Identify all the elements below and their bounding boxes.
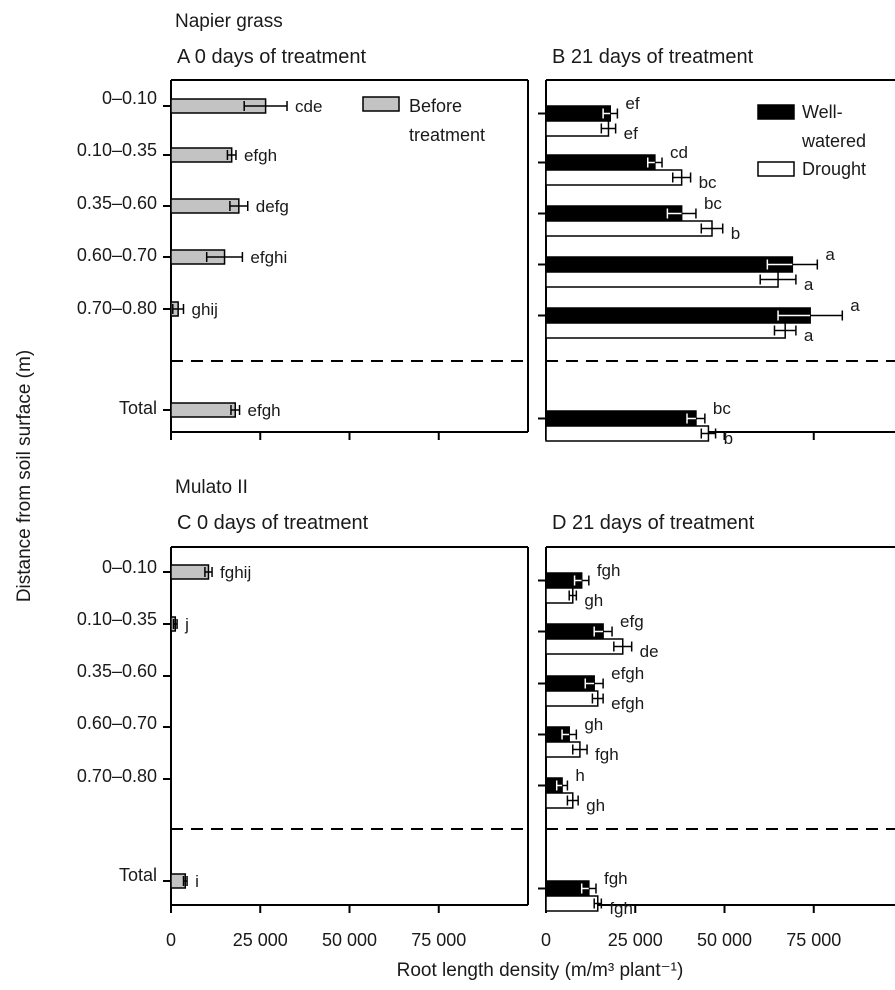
panel-title: D 21 days of treatment: [552, 512, 755, 534]
significance-letter: defg: [256, 197, 289, 216]
significance-letter: efgh: [244, 146, 277, 165]
legend-label: treatment: [409, 125, 485, 145]
species-label-mulato: Mulato II: [175, 477, 248, 498]
legend-swatch: [757, 104, 795, 120]
x-tick-label: 75 000: [786, 930, 841, 950]
panel-d: D 21 days of treatment 0 25 000 50 000 75 00…: [538, 512, 895, 950]
significance-letter: ghij: [191, 300, 217, 319]
bar-before-treatment: [170, 198, 240, 214]
significance-letter: bc: [713, 399, 731, 418]
y-axis-label: Distance from soil surface (m): [14, 350, 35, 602]
bar-drought: [545, 271, 779, 288]
y-tick-label: 0.35–0.60: [77, 193, 157, 213]
x-tick-label: 25 000: [608, 930, 663, 950]
significance-letter: ef: [625, 94, 639, 113]
x-tick-label: 50 000: [697, 930, 752, 950]
significance-letter: i: [195, 872, 199, 891]
y-tick-label: 0.70–0.80: [77, 766, 157, 786]
panel-title: C 0 days of treatment: [177, 512, 369, 534]
panels: A 0 days of treatment 0–0.10 0.10–0.35 0.35…: [77, 46, 895, 950]
panel-title: B 21 days of treatment: [552, 46, 754, 68]
significance-letter: h: [575, 766, 584, 785]
significance-letter: a: [804, 326, 814, 345]
y-tick-label: 0.60–0.70: [77, 245, 157, 265]
panel-a: A 0 days of treatment 0–0.10 0.10–0.35 0.35…: [77, 46, 529, 440]
bar-drought: [545, 638, 624, 655]
significance-letter: b: [731, 224, 740, 243]
y-tick-label: 0.35–0.60: [77, 661, 157, 681]
significance-letter: efgh: [248, 401, 281, 420]
panel-title: A 0 days of treatment: [177, 46, 366, 68]
bar-drought: [545, 425, 710, 442]
legend-swatch: [362, 96, 400, 112]
legend-label: Drought: [802, 159, 866, 179]
legend-label: Well-: [802, 102, 843, 122]
significance-letter: a: [850, 296, 860, 315]
significance-letter: fgh: [604, 869, 628, 888]
bar-drought: [545, 322, 786, 339]
significance-letter: fgh: [609, 899, 633, 918]
bar-well-watered: [545, 256, 794, 273]
panel-c: C 0 days of treatment 0 25 000 50 000 75 000…: [77, 512, 529, 950]
bar-drought: [545, 220, 713, 237]
significance-letter: ef: [624, 124, 638, 143]
x-tick-label: 50 000: [322, 930, 377, 950]
significance-letter: bc: [699, 173, 717, 192]
y-tick-label: 0.10–0.35: [77, 609, 157, 629]
significance-letter: gh: [584, 715, 603, 734]
bar-well-watered: [545, 205, 683, 222]
significance-letter: de: [640, 642, 659, 661]
significance-letter: fgh: [597, 561, 621, 580]
bar-drought: [545, 169, 683, 186]
y-tick-label: Total: [119, 398, 157, 418]
significance-letter: fghij: [220, 563, 251, 582]
significance-letter: efghi: [250, 248, 287, 267]
significance-letter: a: [804, 275, 814, 294]
x-tick-label: 25 000: [233, 930, 288, 950]
significance-letter: gh: [584, 591, 603, 610]
significance-letter: gh: [586, 796, 605, 815]
bar-well-watered: [545, 105, 612, 122]
legend-swatch: [757, 161, 795, 177]
species-label-napier: Napier grass: [175, 11, 283, 32]
y-tick-label: 0.70–0.80: [77, 298, 157, 318]
bar-drought: [545, 690, 599, 707]
significance-letter: a: [825, 245, 835, 264]
bar-drought: [545, 895, 599, 912]
legend-label: Before: [409, 96, 462, 116]
y-tick-label: 0.60–0.70: [77, 713, 157, 733]
x-tick-label: 0: [166, 930, 176, 950]
bar-before-treatment: [170, 564, 210, 580]
x-tick-label: 75 000: [411, 930, 466, 950]
significance-letter: cd: [670, 143, 688, 162]
y-tick-label: 0.10–0.35: [77, 140, 157, 160]
bar-well-watered: [545, 307, 811, 324]
bar-well-watered: [545, 154, 656, 171]
significance-letter: j: [184, 615, 189, 634]
x-tick-label: 0: [541, 930, 551, 950]
significance-letter: efg: [620, 612, 644, 631]
significance-letter: efgh: [611, 694, 644, 713]
significance-letter: bc: [704, 194, 722, 213]
significance-letter: b: [724, 429, 733, 448]
panel-b: B 21 days of treatmentefcdbcaabcefbcbaab…: [538, 46, 895, 448]
y-tick-label: Total: [119, 865, 157, 885]
y-tick-label: 0–0.10: [102, 557, 157, 577]
bar-before-treatment: [170, 402, 237, 418]
significance-letter: cde: [295, 97, 322, 116]
legend-label: watered: [801, 131, 866, 151]
bar-drought: [545, 120, 610, 137]
significance-letter: efgh: [611, 664, 644, 683]
significance-letter: fgh: [595, 745, 619, 764]
y-tick-label: 0–0.10: [102, 88, 157, 108]
bar-well-watered: [545, 410, 697, 427]
x-axis-label: Root length density (m/m³ plant⁻¹): [397, 960, 684, 981]
bar-before-treatment: [170, 147, 233, 163]
